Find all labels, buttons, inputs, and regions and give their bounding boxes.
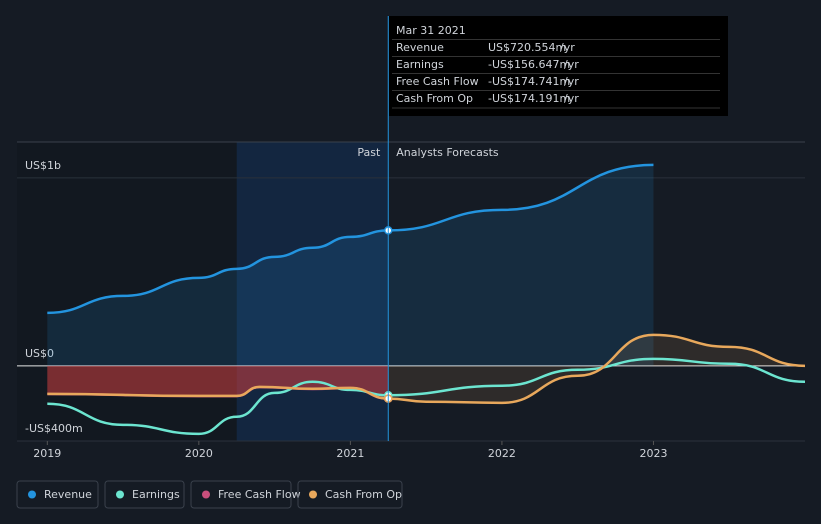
tooltip-value: -US$156.647m — [488, 58, 570, 71]
y-tick-label: US$1b — [25, 159, 61, 172]
tooltip — [389, 16, 728, 116]
legend-box — [190, 480, 292, 509]
tooltip-date: Mar 31 2021 — [396, 24, 466, 37]
legend-box — [16, 480, 99, 509]
series-line — [47, 163, 654, 315]
legend-label: Earnings — [132, 488, 180, 501]
x-tick-label: 2023 — [639, 447, 667, 460]
x-tick-label: 2022 — [488, 447, 516, 460]
tooltip-value: -US$174.191m — [488, 92, 570, 105]
revenue-area — [47, 164, 654, 366]
legend-swatch — [116, 490, 124, 499]
tooltip-unit: /yr — [564, 75, 579, 88]
x-tick-label: 2020 — [185, 447, 213, 460]
legend-swatch — [202, 490, 210, 499]
legend-label: Cash From Op — [325, 488, 402, 501]
legend-swatch — [309, 490, 317, 499]
tooltip-label: Earnings — [396, 58, 444, 71]
legend-item[interactable]: Cash From Op — [297, 480, 403, 509]
tooltip-label: Revenue — [396, 41, 444, 54]
forecast-label: Analysts Forecasts — [396, 146, 499, 159]
legend-item[interactable]: Revenue — [16, 480, 99, 509]
tooltip-label: Free Cash Flow — [396, 75, 479, 88]
tooltip-unit: /yr — [564, 58, 579, 71]
fcf-area — [47, 365, 389, 399]
x-tick-label: 2021 — [336, 447, 364, 460]
x-tick-label: 2019 — [33, 447, 61, 460]
tooltip-unit: /yr — [564, 92, 579, 105]
past-label: Past — [357, 146, 381, 159]
tooltip-value: -US$174.741m — [488, 75, 570, 88]
tooltip-value: US$720.554m — [488, 41, 566, 54]
legend-item[interactable]: Earnings — [104, 480, 185, 509]
legend-label: Free Cash Flow — [218, 488, 301, 501]
legend-box — [297, 480, 403, 509]
y-tick-label: US$0 — [25, 347, 54, 360]
y-tick-label: -US$400m — [25, 422, 83, 435]
legend-box — [104, 480, 185, 509]
tooltip-unit: /yr — [560, 41, 575, 54]
legend-swatch — [28, 490, 36, 499]
tooltip-label: Cash From Op — [396, 92, 473, 105]
series-line — [47, 333, 806, 405]
legend-item[interactable]: Free Cash Flow — [190, 480, 301, 509]
legend-label: Revenue — [44, 488, 92, 501]
